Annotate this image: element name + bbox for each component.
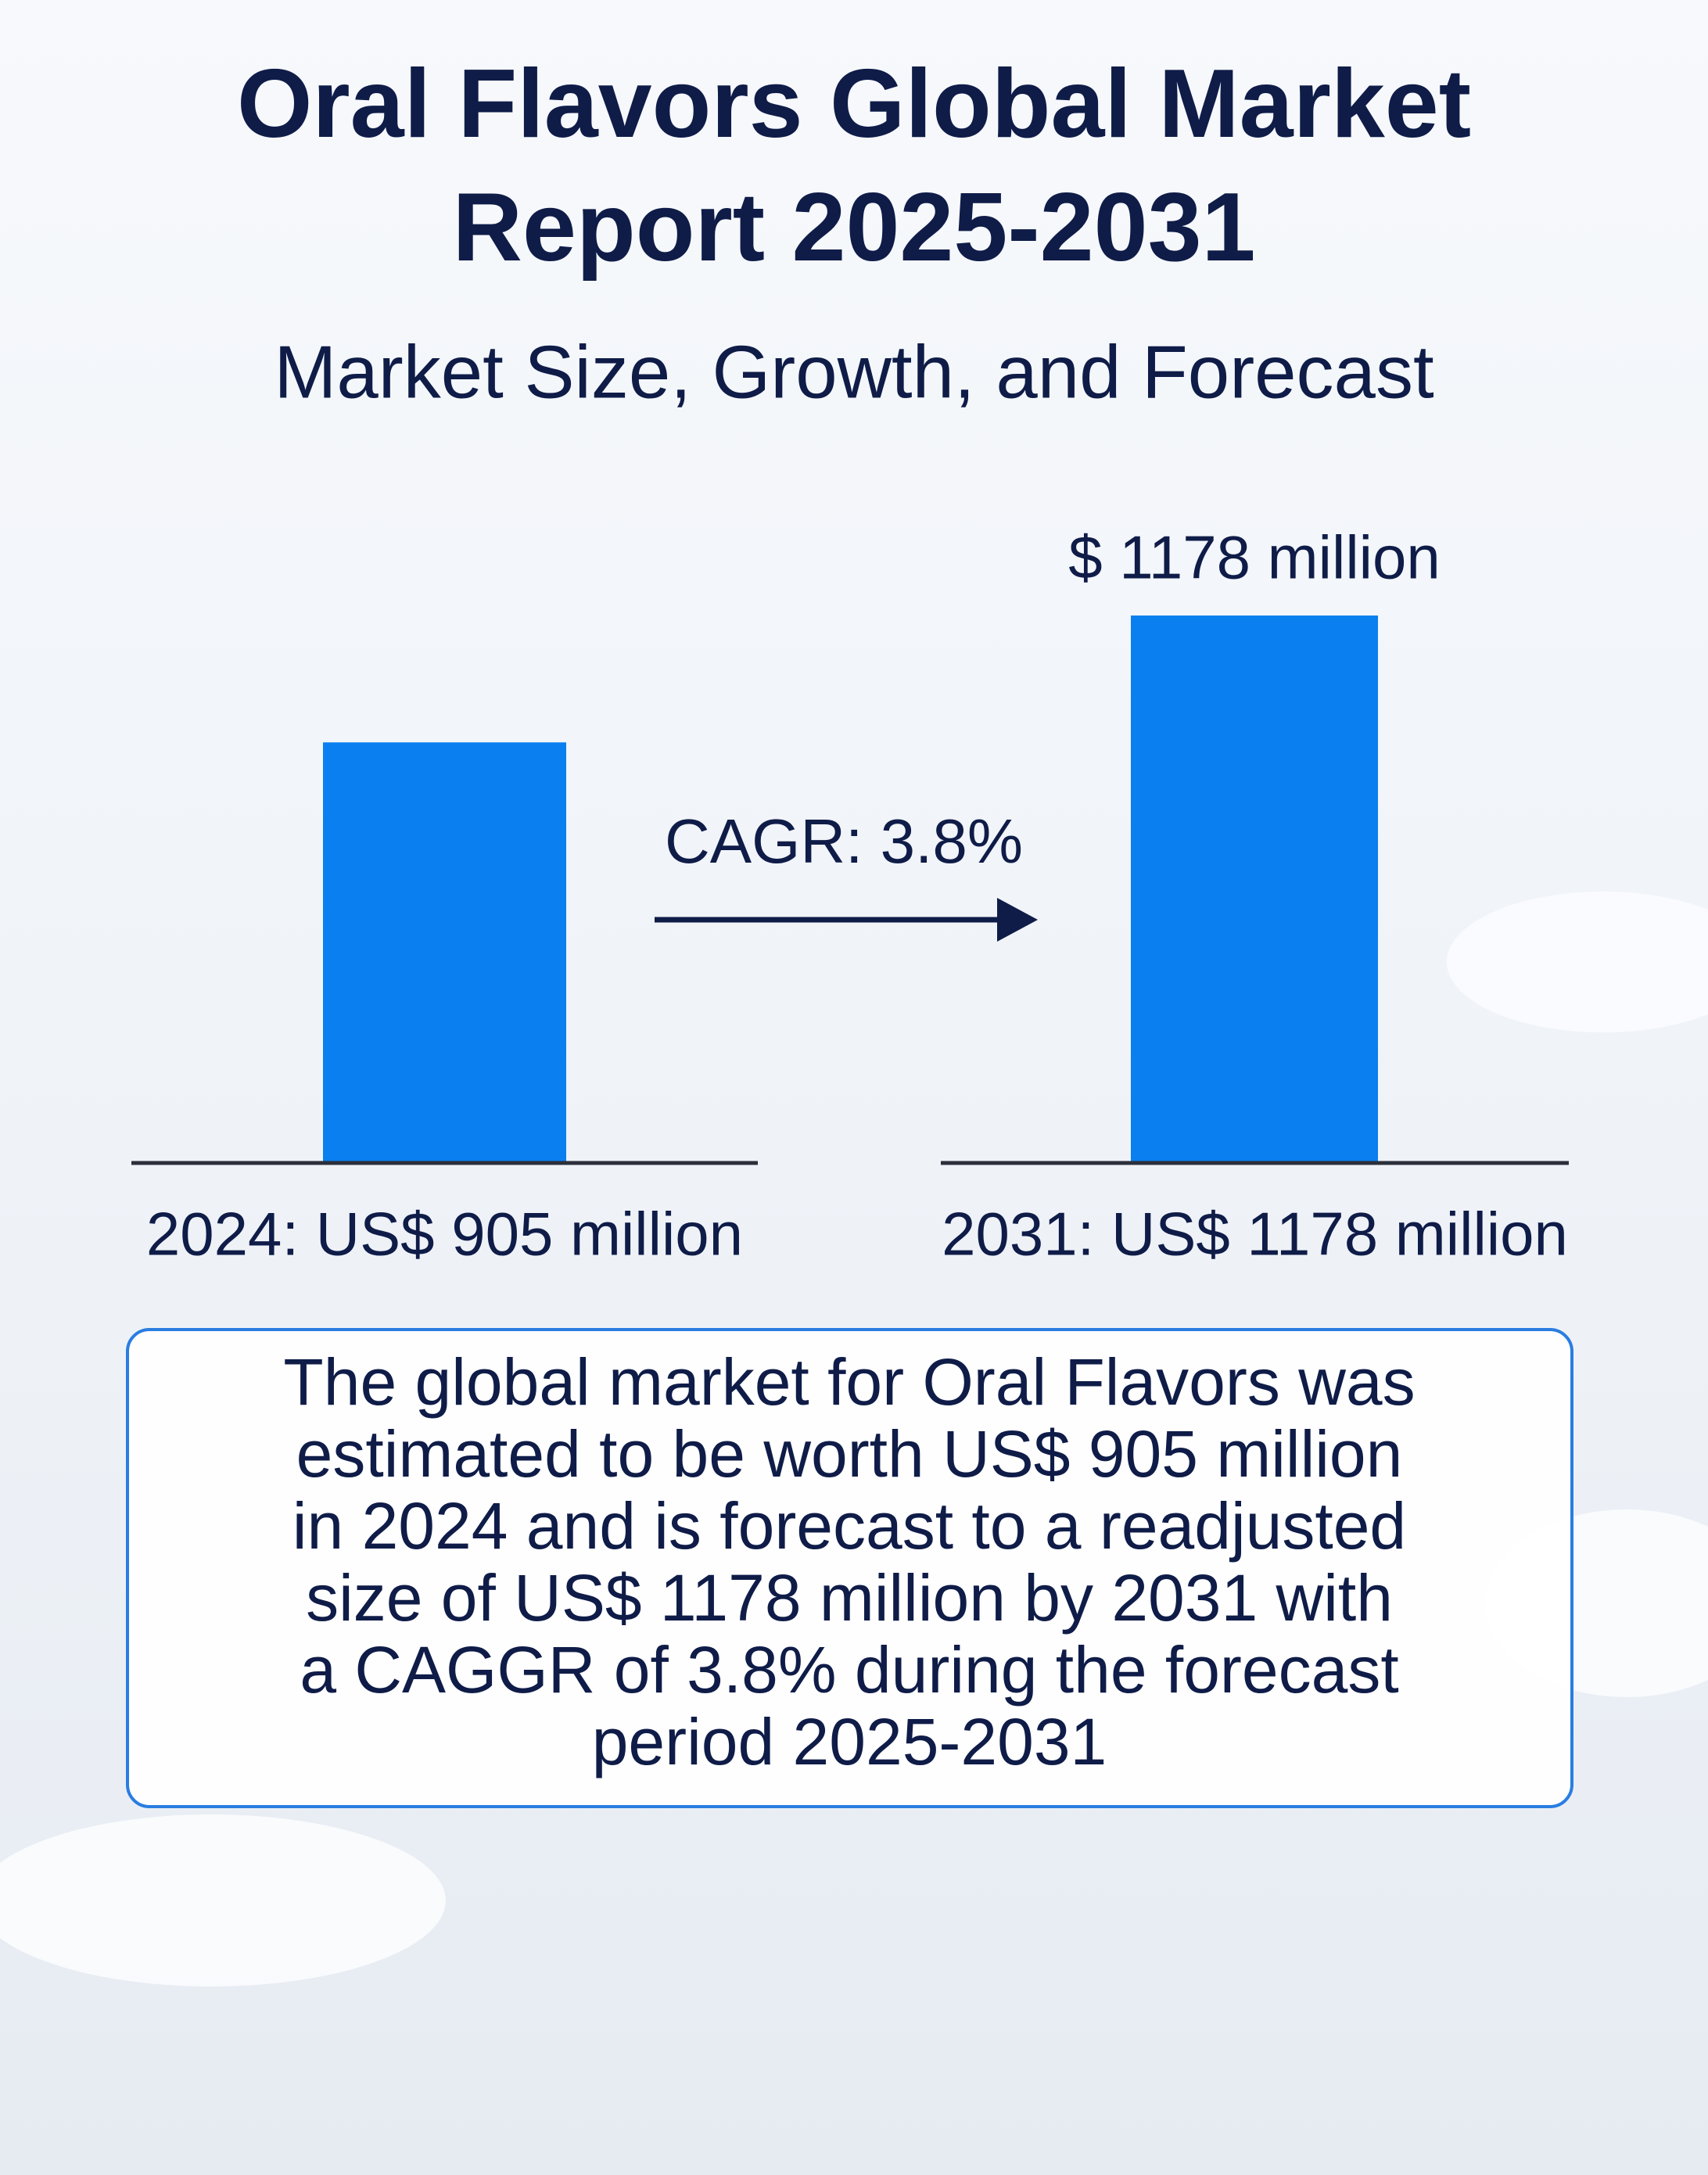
bar: [323, 742, 566, 1163]
description-line: in 2024 and is forecast to a readjusted: [292, 1489, 1406, 1563]
arrow-head: [997, 898, 1038, 942]
title-line: Oral Flavors Global Market: [237, 50, 1471, 158]
value-label: $ 1178 million: [1068, 523, 1441, 592]
description-box: [126, 1328, 1573, 1808]
description-line: size of US$ 1178 million by 2031 with: [306, 1561, 1393, 1635]
cagr-annotation: CAGR: 3.8%: [665, 806, 1023, 876]
description-line: a CAGGR of 3.8% during the forecast: [300, 1633, 1398, 1707]
decor-disc: [0, 1814, 446, 1987]
subtitle: Market Size, Growth, and Forecast: [274, 330, 1434, 414]
description-line: The global market for Oral Flavors was: [283, 1345, 1415, 1419]
decor-disc: [1447, 892, 1708, 1032]
bar: [1131, 616, 1378, 1163]
description-line: estimated to be worth US$ 905 million: [296, 1417, 1403, 1491]
category-label: 2031: US$ 1178 million: [942, 1200, 1568, 1269]
description-line: period 2025-2031: [592, 1705, 1107, 1778]
title-line: Report 2025-2031: [453, 174, 1256, 282]
category-label: 2024: US$ 905 million: [146, 1200, 743, 1269]
